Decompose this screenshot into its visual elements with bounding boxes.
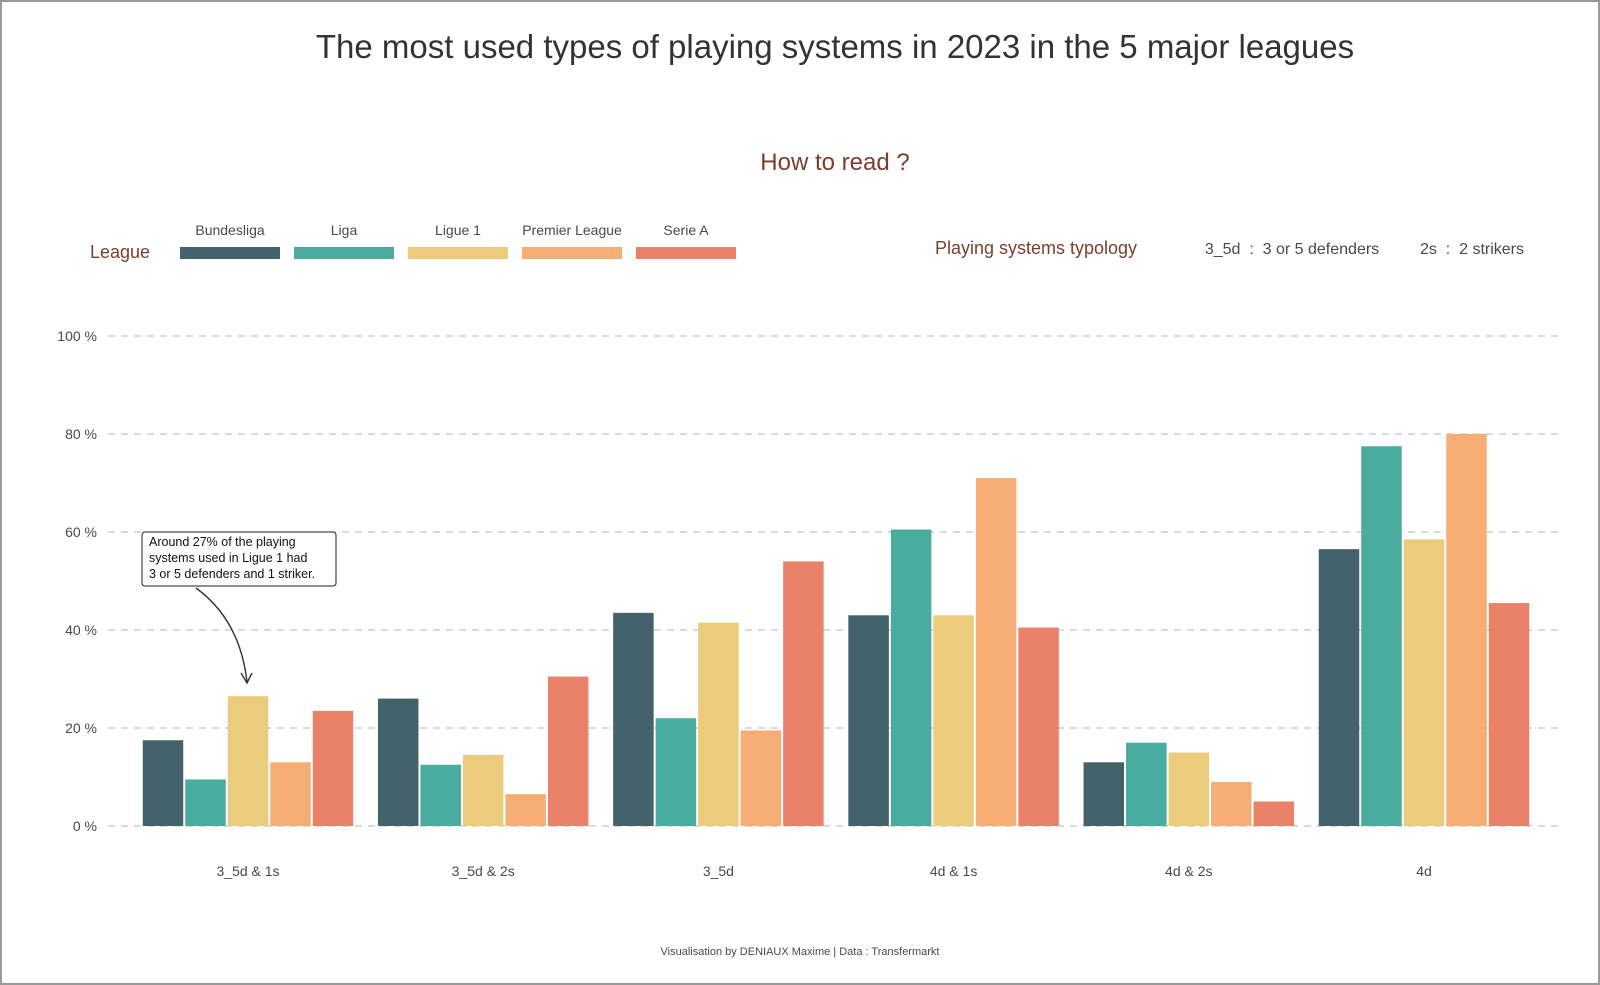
y-tick-label: 60 %	[65, 524, 97, 540]
legend-heading: League	[90, 242, 150, 262]
legend-swatch	[294, 247, 394, 259]
bar	[1361, 446, 1402, 826]
bar	[420, 764, 461, 826]
bar	[698, 622, 739, 826]
bar	[1211, 781, 1252, 826]
bar	[655, 718, 697, 826]
legend-swatch	[180, 247, 280, 259]
bars	[142, 434, 1530, 826]
typology-list: 3_5d : 3 or 5 defenders 2s : 2 strikers	[1205, 241, 1524, 258]
legend-label: Liga	[331, 222, 358, 238]
y-axis: 0 % 20 % 40 % 60 % 80 % 100 %	[57, 328, 97, 834]
bar	[185, 779, 226, 826]
y-tick-label: 80 %	[65, 426, 97, 442]
bar	[227, 696, 269, 826]
typology-item: 2s : 2 strikers	[1420, 241, 1524, 258]
y-tick-label: 40 %	[65, 622, 97, 638]
x-tick-label: 3_5d	[703, 863, 734, 879]
legend-swatch	[522, 247, 622, 259]
bar	[848, 615, 889, 826]
legend: Bundesliga Liga Ligue 1 Premier League Serie…	[180, 222, 736, 259]
bar	[547, 676, 589, 826]
bar	[505, 794, 546, 826]
bar	[377, 698, 419, 826]
legend-label: Bundesliga	[195, 222, 264, 238]
y-tick-label: 100 %	[57, 328, 97, 344]
legend-label: Serie A	[663, 222, 709, 238]
annotation-line-3: 3 or 5 defenders and 1 striker.	[149, 567, 315, 581]
chart-title: The most used types of playing systems i…	[316, 28, 1354, 65]
x-axis: 3_5d & 1s 3_5d & 2s 3_5d 4d & 1s 4d & 2s 4d	[216, 863, 1431, 879]
bar	[613, 612, 654, 826]
grid	[108, 335, 1560, 827]
y-tick-label: 20 %	[65, 720, 97, 736]
annotation-arrowhead	[240, 672, 253, 685]
bar	[933, 615, 974, 826]
bar	[1168, 752, 1210, 826]
bar	[462, 754, 504, 826]
bar	[783, 561, 824, 826]
typology-item: 3_5d : 3 or 5 defenders	[1205, 241, 1379, 258]
y-tick-label: 0 %	[73, 818, 97, 834]
bar	[1318, 549, 1360, 826]
bar	[312, 710, 354, 826]
annotation-line-1: Around 27% of the playing	[149, 535, 296, 549]
caption: Visualisation by DENIAUX Maxime | Data :…	[661, 946, 940, 958]
bar	[1488, 603, 1530, 826]
how-to-read-heading: How to read ?	[760, 149, 909, 176]
annotation-box	[141, 531, 337, 587]
bar	[1446, 434, 1487, 826]
annotation-arrow	[195, 587, 248, 683]
bar	[975, 478, 1017, 826]
bar	[1018, 627, 1059, 826]
x-tick-label: 3_5d & 1s	[216, 863, 279, 879]
bar	[1083, 762, 1125, 826]
legend-label: Ligue 1	[435, 222, 481, 238]
legend-label: Premier League	[522, 222, 622, 238]
bar	[270, 762, 311, 826]
legend-swatch	[636, 247, 736, 259]
bar	[1253, 801, 1295, 826]
bar	[740, 730, 782, 826]
x-tick-label: 4d & 1s	[930, 863, 977, 879]
bar	[142, 740, 184, 826]
x-tick-label: 4d & 2s	[1165, 863, 1212, 879]
bar	[890, 529, 932, 826]
bar	[1403, 539, 1445, 826]
legend-swatch	[408, 247, 508, 259]
annotation: Around 27% of the playing systems used i…	[141, 531, 337, 685]
annotation-line-2: systems used in Ligue 1 had	[149, 551, 307, 565]
x-tick-label: 4d	[1416, 863, 1432, 879]
typology-heading: Playing systems typology	[935, 238, 1137, 258]
bar	[1126, 742, 1167, 826]
x-tick-label: 3_5d & 2s	[452, 863, 515, 879]
